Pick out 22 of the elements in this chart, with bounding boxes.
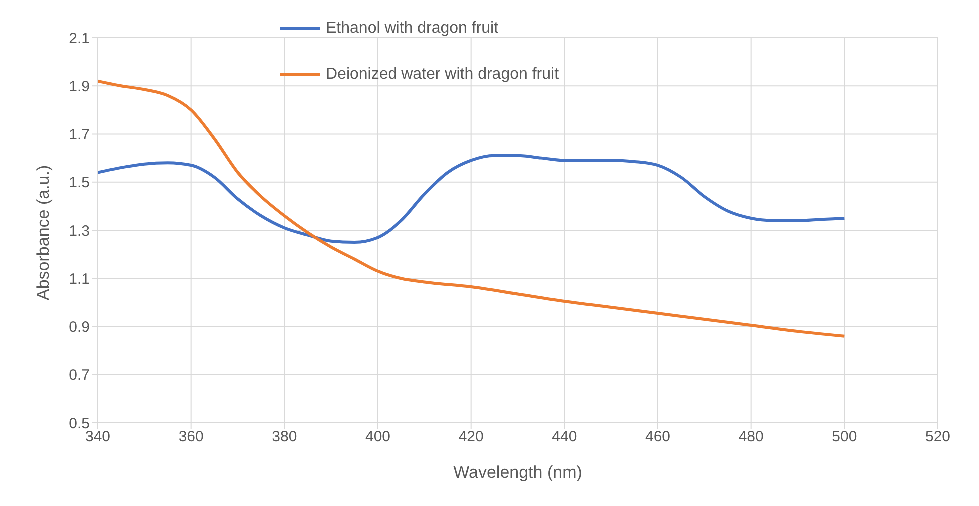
x-tick-label: 520 [925, 428, 951, 446]
y-tick-label: 1.5 [69, 174, 90, 192]
y-tick-label: 0.7 [69, 367, 90, 384]
x-tick-label: 380 [272, 428, 298, 446]
y-tick-label: 1.3 [69, 222, 90, 240]
legend-label: Deionized water with dragon fruit [326, 66, 560, 84]
x-tick-label: 420 [458, 428, 484, 446]
x-tick-label: 500 [832, 428, 858, 446]
legend-label: Ethanol with dragon fruit [326, 20, 499, 38]
y-tick-label: 2.1 [69, 30, 90, 48]
x-tick-label: 460 [645, 428, 671, 446]
y-tick-label: 0.9 [69, 319, 90, 336]
x-axis-title: Wavelength (nm) [454, 463, 582, 482]
x-tick-label: 360 [178, 428, 204, 446]
y-axis-title: Absorbance (a.u.) [34, 165, 54, 300]
x-tick-label: 400 [365, 428, 391, 446]
y-tick-label: 1.1 [69, 270, 90, 288]
x-tick-label: 440 [552, 428, 578, 446]
y-tick-label: 1.7 [69, 126, 90, 144]
line-series [98, 154, 846, 244]
y-tick-label: 1.9 [69, 78, 90, 96]
x-tick-label: 480 [738, 428, 764, 446]
